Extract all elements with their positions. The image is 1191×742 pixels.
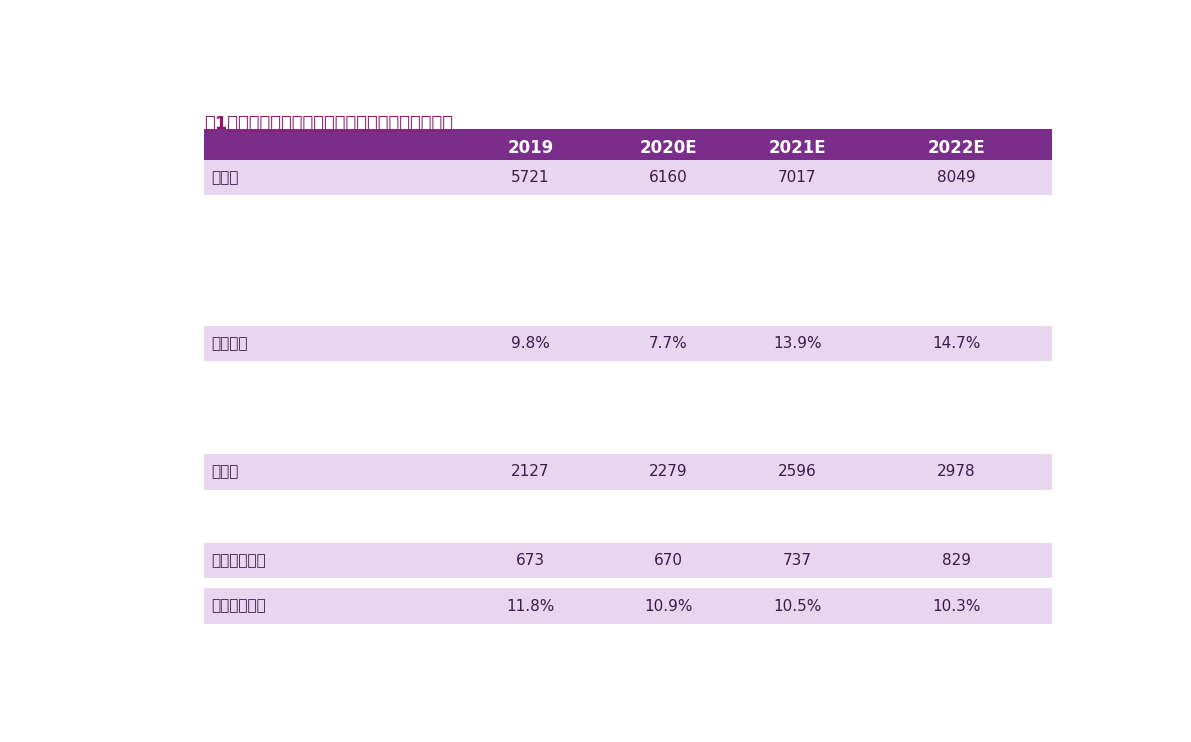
Text: 毛利润: 毛利润 (211, 464, 238, 479)
Text: 调整后净利润: 调整后净利润 (211, 553, 266, 568)
Text: 2019: 2019 (507, 139, 554, 157)
Text: 829: 829 (942, 553, 971, 568)
Bar (205, 454, 1052, 490)
Text: 8049: 8049 (937, 170, 975, 185)
Text: 673: 673 (516, 553, 545, 568)
Text: 2978: 2978 (937, 464, 975, 479)
Text: 7.7%: 7.7% (649, 336, 687, 351)
Text: 2127: 2127 (511, 464, 550, 479)
Text: 2596: 2596 (778, 464, 817, 479)
Bar (205, 129, 1052, 166)
Text: 5721: 5721 (511, 170, 550, 185)
Text: 10.5%: 10.5% (773, 599, 822, 614)
Text: 10.3%: 10.3% (933, 599, 980, 614)
Text: 2021E: 2021E (768, 139, 827, 157)
Text: 6160: 6160 (649, 170, 687, 185)
Text: 13.9%: 13.9% (773, 336, 822, 351)
Text: 2022E: 2022E (928, 139, 985, 157)
Text: 10.9%: 10.9% (644, 599, 692, 614)
Text: 调整后净利率: 调整后净利率 (211, 599, 266, 614)
Text: 11.8%: 11.8% (506, 599, 555, 614)
Text: 9.8%: 9.8% (511, 336, 550, 351)
Bar (205, 160, 1052, 195)
Text: 2279: 2279 (649, 464, 687, 479)
Text: 737: 737 (782, 553, 812, 568)
Bar (205, 326, 1052, 361)
Text: 7017: 7017 (778, 170, 817, 185)
Bar (205, 588, 1052, 624)
Text: 表1：公司主营业务拆分预测（单位：百万人民币）: 表1：公司主营业务拆分预测（单位：百万人民币） (205, 115, 454, 133)
Text: 总营收: 总营收 (211, 170, 238, 185)
Text: 670: 670 (654, 553, 682, 568)
Text: 营收增速: 营收增速 (211, 336, 248, 351)
Text: 14.7%: 14.7% (933, 336, 980, 351)
Text: 2020E: 2020E (640, 139, 697, 157)
Bar (205, 542, 1052, 578)
